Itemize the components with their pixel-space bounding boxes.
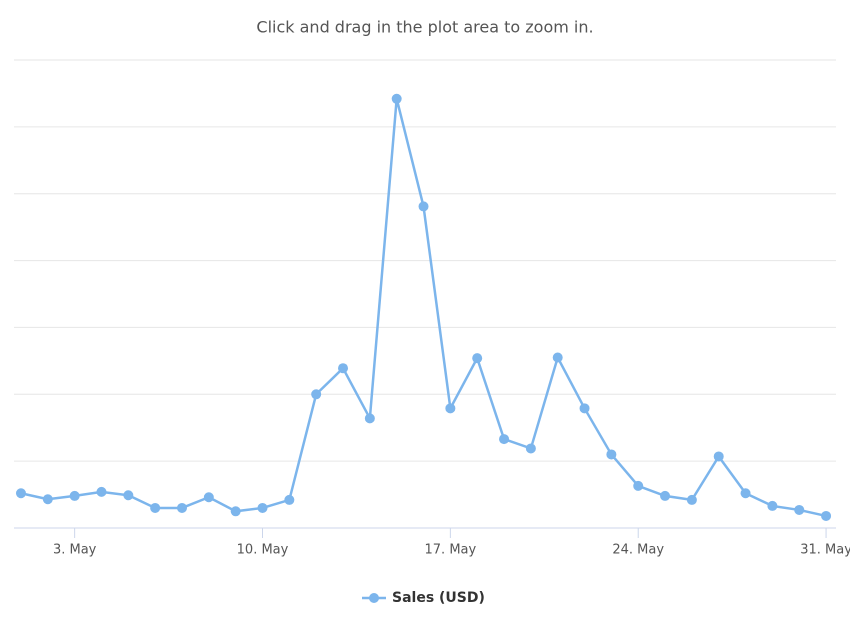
- x-tick-label: 24. May: [612, 543, 664, 558]
- data-point: [472, 353, 483, 364]
- data-point: [633, 480, 644, 491]
- data-point: [311, 389, 322, 400]
- data-point: [176, 502, 187, 513]
- legend-label[interactable]: Sales (USD): [392, 590, 485, 606]
- data-point: [338, 363, 349, 374]
- data-point: [418, 201, 429, 212]
- data-point: [821, 510, 832, 521]
- data-point: [794, 504, 805, 515]
- data-point: [42, 494, 53, 505]
- data-point: [660, 490, 671, 501]
- data-point: [150, 502, 161, 513]
- data-point: [740, 488, 751, 499]
- data-point: [767, 500, 778, 511]
- data-point: [284, 494, 295, 505]
- data-point: [606, 449, 617, 460]
- data-point: [15, 488, 26, 499]
- chart-subtitle: Click and drag in the plot area to zoom …: [256, 18, 593, 37]
- data-point: [69, 490, 80, 501]
- data-point: [96, 486, 107, 497]
- data-point: [499, 434, 510, 445]
- data-point: [123, 490, 134, 501]
- x-tick-label: 31. May: [800, 543, 850, 558]
- data-point: [525, 443, 536, 454]
- x-tick-label: 3. May: [53, 543, 97, 558]
- data-point: [230, 506, 241, 517]
- data-point: [713, 451, 724, 462]
- data-point: [445, 403, 456, 414]
- data-point: [203, 492, 214, 503]
- data-point: [391, 93, 402, 104]
- data-point: [364, 413, 375, 424]
- x-tick-label: 10. May: [237, 543, 289, 558]
- data-point: [686, 494, 697, 505]
- legend-symbol[interactable]: [369, 593, 379, 603]
- data-point: [579, 403, 590, 414]
- data-point: [257, 502, 268, 513]
- data-point: [552, 352, 563, 363]
- x-tick-label: 17. May: [425, 543, 477, 558]
- series-line: [20, 98, 827, 518]
